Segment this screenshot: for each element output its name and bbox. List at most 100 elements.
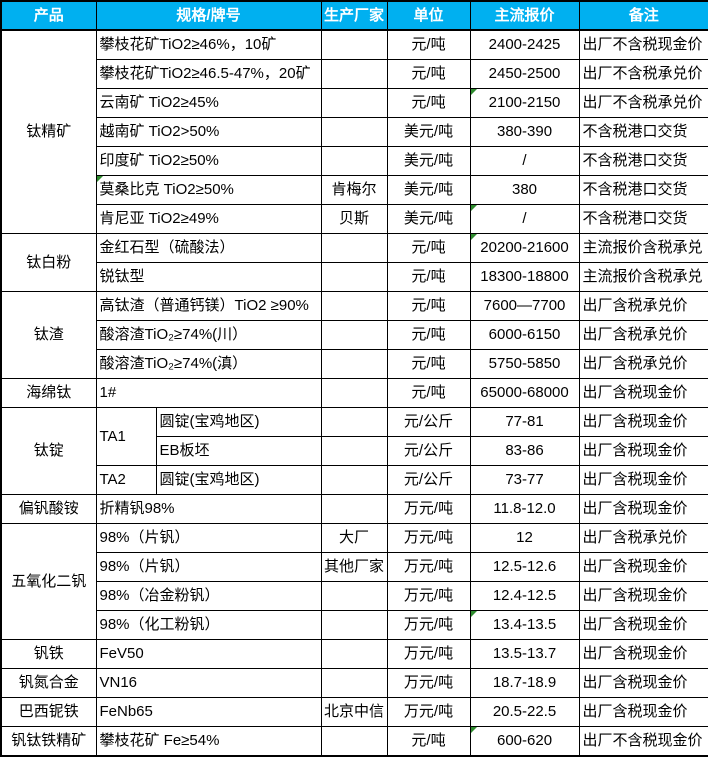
price-cell[interactable]: 13.5-13.7	[469, 639, 580, 669]
header-spec[interactable]: 规格/牌号	[95, 0, 322, 31]
maker-cell[interactable]	[320, 581, 388, 611]
product-cell-ammonium-metavanadate[interactable]: 偏钒酸铵	[0, 494, 97, 524]
price-cell[interactable]: 13.4-13.5	[469, 610, 580, 640]
unit-cell[interactable]: 元/吨	[386, 726, 471, 757]
note-cell[interactable]: 主流报价含税承兑	[578, 262, 708, 292]
unit-cell[interactable]: 元/吨	[386, 233, 471, 263]
grade-cell[interactable]: TA2	[95, 465, 157, 495]
price-cell[interactable]: 7600—7700	[469, 291, 580, 321]
price-cell[interactable]: 11.8-12.0	[469, 494, 580, 524]
spec-cell[interactable]: 莫桑比克 TiO2≥50%	[95, 175, 322, 205]
spec-cell[interactable]: 锐钛型	[95, 262, 322, 292]
maker-cell[interactable]	[320, 59, 388, 89]
unit-cell[interactable]: 万元/吨	[386, 610, 471, 640]
spec-cell[interactable]: 越南矿 TiO2>50%	[95, 117, 322, 147]
unit-cell[interactable]: 元/吨	[386, 378, 471, 408]
spec-cell[interactable]: 98%（片钒）	[95, 523, 322, 553]
maker-cell[interactable]	[320, 668, 388, 698]
note-cell[interactable]: 出厂含税承兑价	[578, 523, 708, 553]
unit-cell[interactable]: 美元/吨	[386, 175, 471, 205]
unit-cell[interactable]: 美元/吨	[386, 117, 471, 147]
price-cell[interactable]: /	[469, 146, 580, 176]
note-cell[interactable]: 出厂含税现金价	[578, 697, 708, 727]
spec-cell[interactable]: 云南矿 TiO2≥45%	[95, 88, 322, 118]
maker-cell[interactable]	[320, 726, 388, 757]
price-cell[interactable]: 12.4-12.5	[469, 581, 580, 611]
product-cell-ferrovanadium[interactable]: 钒铁	[0, 639, 97, 669]
product-cell-ti-concentrate[interactable]: 钛精矿	[0, 29, 97, 234]
header-price[interactable]: 主流报价	[469, 0, 580, 31]
note-cell[interactable]: 出厂含税现金价	[578, 436, 708, 466]
note-cell[interactable]: 出厂含税现金价	[578, 494, 708, 524]
price-cell[interactable]: /	[469, 204, 580, 234]
price-cell[interactable]: 73-77	[469, 465, 580, 495]
price-cell[interactable]: 18300-18800	[469, 262, 580, 292]
price-cell[interactable]: 65000-68000	[469, 378, 580, 408]
unit-cell[interactable]: 元/吨	[386, 291, 471, 321]
note-cell[interactable]: 出厂含税现金价	[578, 552, 708, 582]
maker-cell[interactable]	[320, 407, 388, 437]
header-unit[interactable]: 单位	[386, 0, 471, 31]
note-cell[interactable]: 出厂含税现金价	[578, 581, 708, 611]
maker-cell[interactable]: 肯梅尔	[320, 175, 388, 205]
product-cell-ti-slag[interactable]: 钛渣	[0, 291, 97, 379]
maker-cell[interactable]	[320, 262, 388, 292]
maker-cell[interactable]: 其他厂家	[320, 552, 388, 582]
price-cell[interactable]: 2100-2150	[469, 88, 580, 118]
note-cell[interactable]: 出厂不含税承兑价	[578, 88, 708, 118]
maker-cell[interactable]	[320, 349, 388, 379]
price-cell[interactable]: 20200-21600	[469, 233, 580, 263]
note-cell[interactable]: 出厂含税承兑价	[578, 320, 708, 350]
spec-cell[interactable]: 肯尼亚 TiO2≥49%	[95, 204, 322, 234]
header-product[interactable]: 产品	[0, 0, 97, 31]
maker-cell[interactable]: 北京中信	[320, 697, 388, 727]
unit-cell[interactable]: 元/吨	[386, 262, 471, 292]
unit-cell[interactable]: 万元/吨	[386, 668, 471, 698]
product-cell-v2o5[interactable]: 五氧化二钒	[0, 523, 97, 640]
note-cell[interactable]: 不含税港口交货	[578, 146, 708, 176]
unit-cell[interactable]: 万元/吨	[386, 639, 471, 669]
maker-cell[interactable]: 大厂	[320, 523, 388, 553]
price-cell[interactable]: 2450-2500	[469, 59, 580, 89]
unit-cell[interactable]: 万元/吨	[386, 523, 471, 553]
maker-cell[interactable]	[320, 610, 388, 640]
grade-cell[interactable]: TA1	[95, 407, 157, 466]
product-cell-vn-alloy[interactable]: 钒氮合金	[0, 668, 97, 698]
unit-cell[interactable]: 万元/吨	[386, 697, 471, 727]
unit-cell[interactable]: 美元/吨	[386, 204, 471, 234]
spec-cell[interactable]: 折精钒98%	[95, 494, 322, 524]
maker-cell[interactable]	[320, 436, 388, 466]
maker-cell[interactable]	[320, 88, 388, 118]
unit-cell[interactable]: 元/吨	[386, 320, 471, 350]
price-cell[interactable]: 6000-6150	[469, 320, 580, 350]
price-cell[interactable]: 380-390	[469, 117, 580, 147]
maker-cell[interactable]	[320, 146, 388, 176]
unit-cell[interactable]: 元/公斤	[386, 436, 471, 466]
note-cell[interactable]: 出厂含税现金价	[578, 668, 708, 698]
form-cell[interactable]: 圆锭(宝鸡地区)	[155, 407, 322, 437]
maker-cell[interactable]	[320, 117, 388, 147]
unit-cell[interactable]: 元/吨	[386, 88, 471, 118]
spec-cell[interactable]: 酸溶渣TiO₂≥74%(川）	[95, 320, 322, 350]
note-cell[interactable]: 不含税港口交货	[578, 117, 708, 147]
spec-cell[interactable]: 98%（片钒）	[95, 552, 322, 582]
unit-cell[interactable]: 元/吨	[386, 29, 471, 60]
spec-cell[interactable]: 1#	[95, 378, 322, 408]
spec-cell[interactable]: 98%（化工粉钒）	[95, 610, 322, 640]
note-cell[interactable]: 出厂不含税承兑价	[578, 59, 708, 89]
price-cell[interactable]: 600-620	[469, 726, 580, 757]
header-maker[interactable]: 生产厂家	[320, 0, 388, 31]
spec-cell[interactable]: 攀枝花矿 Fe≥54%	[95, 726, 322, 757]
spec-cell[interactable]: FeNb65	[95, 697, 322, 727]
note-cell[interactable]: 出厂含税现金价	[578, 407, 708, 437]
product-cell-ferroniobium[interactable]: 巴西铌铁	[0, 697, 97, 727]
maker-cell[interactable]	[320, 29, 388, 60]
price-cell[interactable]: 18.7-18.9	[469, 668, 580, 698]
price-cell[interactable]: 77-81	[469, 407, 580, 437]
spec-cell[interactable]: FeV50	[95, 639, 322, 669]
form-cell[interactable]: EB板坯	[155, 436, 322, 466]
maker-cell[interactable]	[320, 291, 388, 321]
spec-cell[interactable]: 98%（冶金粉钒）	[95, 581, 322, 611]
price-cell[interactable]: 12	[469, 523, 580, 553]
spec-cell[interactable]: 金红石型（硫酸法）	[95, 233, 322, 263]
